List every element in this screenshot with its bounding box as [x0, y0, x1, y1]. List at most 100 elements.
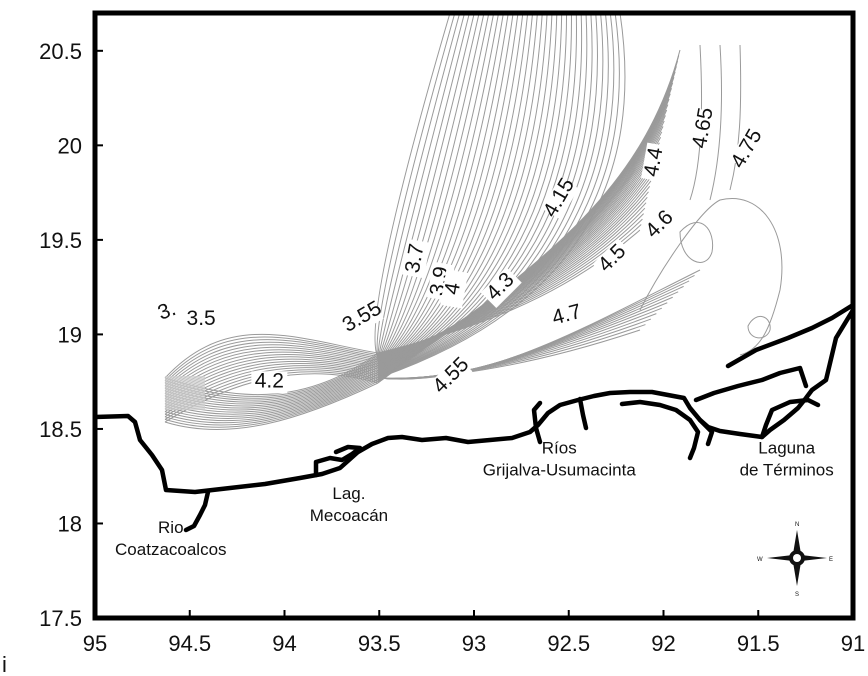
contour-line: [164, 377, 379, 424]
contour-label: 4.4: [640, 145, 668, 178]
contour-line: [377, 13, 577, 374]
grijalva-river: [531, 400, 543, 445]
contour-label: 3.7: [401, 242, 429, 275]
place-label: Laguna: [758, 439, 815, 458]
place-label: de Términos: [740, 461, 834, 480]
contour-line: [164, 333, 379, 379]
contour-label-bg: [592, 238, 634, 280]
contour-line: [377, 13, 490, 363]
contour-line: [164, 371, 379, 417]
eastern-coast: [759, 397, 821, 440]
contour-line: [164, 373, 379, 419]
contour-label-bg: [480, 267, 522, 309]
contour-label-bg: [546, 300, 588, 332]
contour-line: [376, 13, 456, 359]
contour-line: [377, 93, 671, 377]
contour-line: [377, 13, 598, 376]
contour-label-bg: [541, 177, 579, 220]
contour-line: [639, 198, 783, 356]
contour-label-bg: [690, 108, 719, 148]
contour-line: [377, 269, 701, 380]
contour-line: [377, 13, 593, 376]
contour-label-bg: [251, 371, 288, 394]
contour-label-bg: [146, 295, 189, 329]
contour-line: [377, 13, 500, 365]
contour-label-bg: [183, 308, 220, 331]
compass-n: N: [795, 522, 799, 528]
x-tick-label: 95: [83, 631, 107, 656]
y-tick-label: 19.5: [39, 228, 82, 253]
contour-label-bg: [639, 204, 681, 246]
contour-line: [377, 13, 466, 360]
compass-s: S: [795, 592, 799, 598]
contour-line: [377, 13, 470, 361]
place-label: Grijalva-Usumacinta: [483, 461, 637, 480]
contour-line: [377, 13, 626, 379]
contour-line: [377, 13, 519, 367]
contour-line: [377, 13, 504, 365]
compass-e: E: [829, 557, 833, 563]
place-labels: Rio Coatzacoalcos Lag. Mecoacán Ríos Grijalva…: [115, 439, 834, 559]
contour-line: [377, 13, 604, 377]
contour-label-bg: [402, 238, 431, 279]
y-tick-label: 19: [58, 322, 82, 347]
contour-line: [377, 13, 548, 370]
contour-line: [164, 341, 379, 387]
contour-line: [164, 339, 379, 384]
contour-line: [377, 98, 670, 376]
contour-line: [377, 13, 495, 364]
northern-coast-fragments: [725, 302, 853, 369]
x-tick-label: 93.5: [358, 631, 401, 656]
contour-line: [164, 370, 379, 415]
y-tick-label: 18: [58, 511, 82, 536]
compass-w: W: [757, 557, 763, 563]
contour-label-bg: [440, 269, 469, 309]
x-tick-label: 91.5: [737, 631, 780, 656]
contour-label: 4.55: [428, 353, 473, 398]
contour-label-bg: [729, 128, 767, 171]
contour-line: [377, 13, 588, 375]
place-label: Mecoacán: [310, 506, 388, 525]
contour-line: [377, 13, 461, 360]
x-tick-label: 94.5: [168, 631, 211, 656]
contour-label: 4.6: [641, 206, 678, 243]
mecoacan-lagoon: [313, 444, 363, 478]
carmen-island: [693, 365, 809, 403]
y-tick-label: 18.5: [39, 417, 82, 442]
place-label: Coatzacoalcos: [115, 540, 227, 559]
contour-label: 4.5: [594, 240, 631, 277]
usumacinta-river: [577, 396, 589, 431]
contour-label: 4.2: [255, 369, 284, 392]
x-tick-label: 92: [651, 631, 675, 656]
contour-label: 4: [440, 281, 465, 297]
contour-label-bg: [341, 299, 384, 337]
contour-line: [164, 336, 379, 381]
contour-label: 3.5: [187, 307, 216, 330]
place-label: Ríos: [542, 439, 577, 458]
y-axis-ticks: 20.5 20 19.5 19 18.5 18 17.5: [39, 39, 103, 631]
contour-loop: [747, 316, 771, 339]
contour-line: [164, 379, 379, 426]
contour-label-bg: [641, 142, 669, 182]
x-tick-label: 94: [272, 631, 296, 656]
contour-line: [374, 13, 451, 359]
compass-rose-icon: N S E W: [757, 522, 833, 598]
x-tick-label: 93: [462, 631, 486, 656]
y-tick-label: 20.5: [39, 39, 82, 64]
place-label: Rio: [158, 518, 184, 537]
x-axis-ticks: 95 94.5 94 93.5 93 92.5 92 91.5 91: [83, 610, 865, 656]
contour-line: [164, 375, 379, 422]
contour-line: [164, 382, 379, 431]
y-tick-label: 17.5: [39, 606, 82, 631]
contour-line: [709, 44, 723, 201]
x-tick-label: 92.5: [547, 631, 590, 656]
dense-contour-zone: [165, 376, 205, 410]
contour-line: [164, 349, 379, 394]
contour-line: [164, 380, 379, 428]
place-label: Lag.: [332, 484, 365, 503]
contour-line: [377, 13, 514, 366]
contour-label: 4.7: [550, 300, 584, 330]
coastline: [95, 302, 853, 533]
corner-mark: i: [2, 652, 7, 676]
